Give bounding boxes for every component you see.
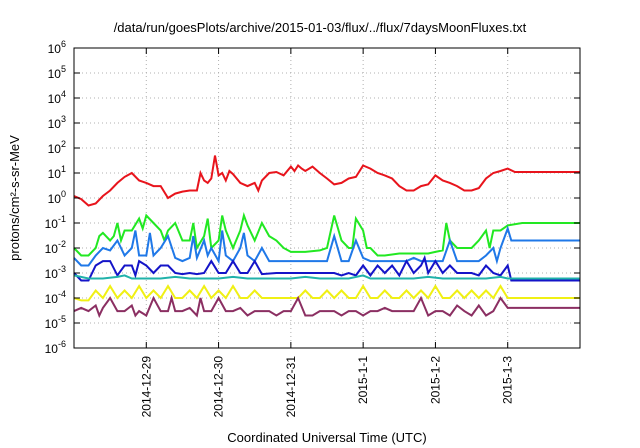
y-tick-label: 102 [48,139,66,156]
y-tick-label: 101 [48,164,66,181]
y-axis: 10-6 10-5 10-4 10-3 10-2 10-1 100 101 102 103 104 1… [45,39,580,356]
series-line-6 [73,284,580,302]
y-tick-label: 100 [48,189,66,206]
x-tick-label: 2014-12-31 [284,356,298,418]
series-line-3 [73,225,580,267]
y-tick-label: 10-2 [45,239,66,256]
x-axis-label: Coordinated Universal Time (UTC) [227,430,426,445]
y-tick-label: 104 [48,89,66,106]
y-tick-label: 106 [48,39,66,56]
y-tick-label: 10-6 [45,339,66,356]
y-tick-label: 10-4 [45,289,66,306]
series-line-5 [73,274,580,280]
x-tick-label: 2015-1-3 [501,356,515,404]
x-tick-label: 2015-1-1 [356,356,370,404]
chart-title: /data/run/goesPlots/archive/2015-01-03/f… [114,20,527,35]
x-tick-label: 2015-1-2 [428,356,442,404]
series-line-7 [73,294,580,319]
y-tick-label: 10-3 [45,264,66,281]
x-axis: 2014-12-29 2014-12-30 2014-12-31 2015-1-1 20… [139,48,515,418]
series-line-4 [73,254,580,282]
y-axis-label: protons/cm²-s-sr-MeV [7,135,22,261]
x-tick-label: 2014-12-29 [139,356,153,418]
y-tick-label: 103 [48,114,66,131]
series-lines [73,155,580,319]
y-tick-label: 10-5 [45,314,66,331]
x-tick-label: 2014-12-30 [212,356,226,418]
y-tick-label: 105 [48,64,66,81]
y-tick-label: 10-1 [45,214,66,231]
series-line-1 [73,155,580,207]
